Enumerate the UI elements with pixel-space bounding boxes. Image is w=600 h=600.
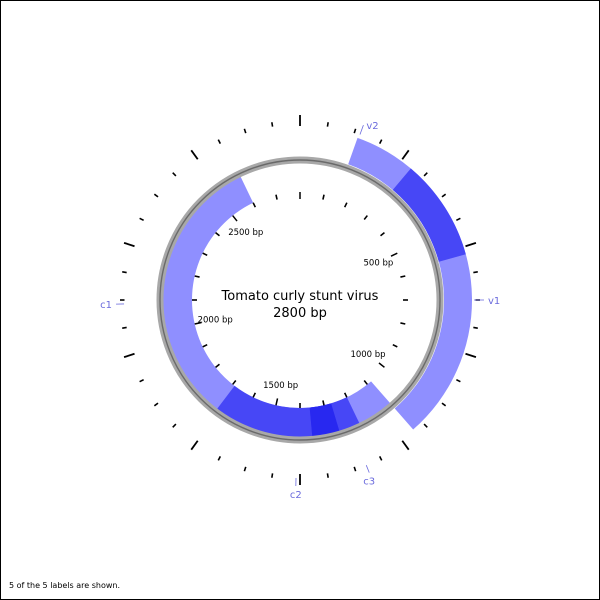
outer-tick xyxy=(441,402,447,407)
feature-label-c1[interactable]: c1 xyxy=(100,300,112,311)
feature-layer xyxy=(163,137,472,437)
feature-overlap xyxy=(217,385,340,437)
feature-overlap xyxy=(392,168,466,262)
outer-tick xyxy=(243,466,247,472)
outer-tick xyxy=(217,139,222,144)
backbone-ring-edge xyxy=(159,159,441,441)
inner-tick xyxy=(215,363,220,368)
outer-tick xyxy=(326,473,329,478)
outer-tick xyxy=(326,122,329,127)
inner-tick xyxy=(275,398,279,406)
inner-tick xyxy=(322,194,325,200)
inner-tick xyxy=(400,322,406,325)
inner-tick xyxy=(232,380,237,385)
outer-tick xyxy=(122,271,127,274)
feature-arc-c1[interactable] xyxy=(163,176,340,437)
inner-tick xyxy=(363,215,368,220)
feature-label-c3[interactable]: c3 xyxy=(363,477,375,488)
outer-tick xyxy=(172,172,177,177)
inner-tick xyxy=(380,232,385,237)
outer-tick xyxy=(456,217,461,222)
outer-tick-ring xyxy=(120,115,480,485)
feature-label-v2[interactable]: v2 xyxy=(366,121,378,132)
inner-tick xyxy=(363,380,368,385)
outer-tick xyxy=(153,193,159,198)
outer-tick xyxy=(423,423,428,428)
inner-tick xyxy=(390,252,398,257)
inner-tick xyxy=(343,202,348,208)
outer-tick xyxy=(465,352,477,359)
inner-tick xyxy=(392,343,398,348)
bp-label: 2500 bp xyxy=(228,228,263,238)
feature-label-v1[interactable]: v1 xyxy=(488,296,500,307)
outer-tick xyxy=(423,172,428,177)
outer-tick xyxy=(353,466,357,472)
outer-tick xyxy=(172,423,177,428)
inner-tick xyxy=(275,194,278,200)
inner-tick xyxy=(194,321,202,325)
outer-tick xyxy=(123,352,135,359)
label-count-note: 5 of the 5 labels are shown. xyxy=(9,581,121,590)
feature-label-leader xyxy=(365,465,370,473)
map-length: 2800 bp xyxy=(273,306,327,321)
outer-tick xyxy=(217,456,222,461)
outer-tick xyxy=(401,440,410,451)
outer-tick xyxy=(123,241,135,248)
outer-tick xyxy=(190,440,199,451)
backbone xyxy=(156,156,444,444)
outer-tick xyxy=(456,378,461,383)
outer-tick xyxy=(243,128,247,134)
bp-label: 1000 bp xyxy=(350,350,385,360)
feature-labels: v2 v1 c3 c2 c1 xyxy=(100,121,500,501)
inner-tick-ring xyxy=(192,192,408,408)
outer-tick xyxy=(465,241,477,248)
inner-tick xyxy=(400,275,406,278)
inner-tick xyxy=(322,400,325,406)
outer-tick xyxy=(441,193,447,198)
inner-tick xyxy=(343,392,348,398)
outer-tick xyxy=(139,217,144,222)
feature-label-leader xyxy=(359,125,364,135)
inner-tick xyxy=(232,215,238,222)
outer-tick xyxy=(139,378,144,383)
inner-tick xyxy=(252,392,257,398)
outer-tick xyxy=(153,402,159,407)
bp-label: 500 bp xyxy=(364,258,394,268)
bp-label: 2000 bp xyxy=(198,315,233,325)
outer-tick xyxy=(473,271,478,274)
outer-tick xyxy=(271,473,274,478)
inner-tick xyxy=(252,202,257,208)
outer-tick xyxy=(353,128,357,134)
outer-tick xyxy=(401,149,410,160)
bp-label: 1500 bp xyxy=(263,381,298,391)
outer-tick xyxy=(378,139,383,144)
inner-tick xyxy=(378,362,385,368)
outer-tick xyxy=(190,149,199,160)
feature-label-c2[interactable]: c2 xyxy=(290,490,302,501)
inner-tick xyxy=(215,232,220,237)
inner-tick xyxy=(202,252,208,257)
inner-tick xyxy=(194,275,200,278)
map-title: Tomato curly stunt virus xyxy=(221,289,379,304)
outer-tick xyxy=(271,122,274,127)
bp-position-labels: 500 bp 1000 bp 1500 bp 2000 bp 2500 bp xyxy=(198,228,394,391)
inner-tick xyxy=(202,343,208,348)
outer-tick xyxy=(122,326,127,329)
outer-tick xyxy=(378,456,383,461)
outer-tick xyxy=(473,326,478,329)
